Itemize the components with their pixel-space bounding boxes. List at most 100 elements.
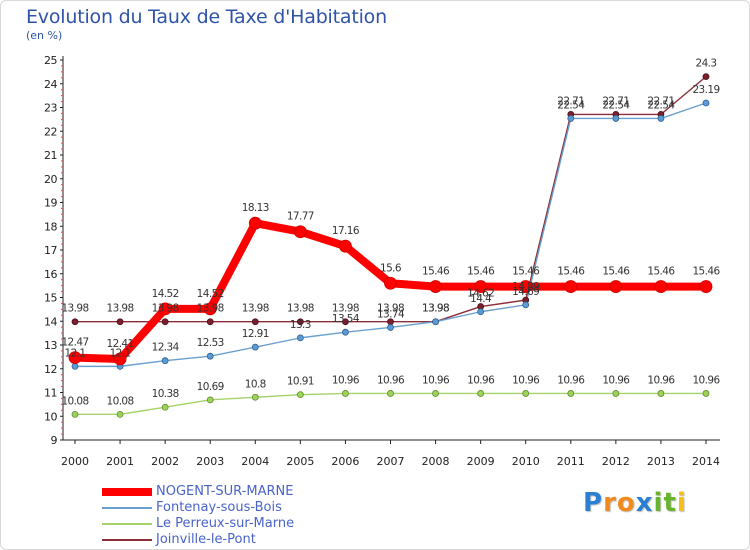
data-point xyxy=(702,73,710,81)
data-label: 15.46 xyxy=(602,266,630,278)
y-minor-tick xyxy=(61,142,63,144)
data-label: 10.08 xyxy=(61,395,88,407)
data-label: 10.38 xyxy=(152,388,179,400)
data-point xyxy=(612,390,620,397)
y-minor-tick xyxy=(61,374,63,376)
data-label: 15.46 xyxy=(557,266,585,278)
data-label: 10.96 xyxy=(332,374,360,386)
y-minor-tick xyxy=(61,207,63,209)
data-point xyxy=(203,302,217,316)
y-minor-tick xyxy=(61,237,63,239)
y-tick-label: 23 xyxy=(44,102,57,115)
data-label: 13.98 xyxy=(332,303,359,315)
y-minor-tick xyxy=(61,243,63,245)
data-label: 15.46 xyxy=(692,266,720,278)
data-label: 15.46 xyxy=(467,266,495,278)
x-tick-label: 2007 xyxy=(377,455,405,468)
data-label: 14.52 xyxy=(197,288,224,300)
data-label: 13.98 xyxy=(61,303,88,315)
data-point xyxy=(251,318,259,326)
y-minor-tick xyxy=(61,267,63,269)
x-tick-label: 2013 xyxy=(647,455,675,468)
data-label: 13.98 xyxy=(422,303,449,315)
y-minor-tick xyxy=(61,332,63,334)
data-point xyxy=(699,280,713,293)
y-tick-label: 15 xyxy=(44,292,57,305)
y-tick-label: 12 xyxy=(44,363,57,376)
data-label: 24.3 xyxy=(696,58,717,70)
data-label: 17.77 xyxy=(287,211,314,223)
data-label: 10.96 xyxy=(467,374,495,386)
data-point xyxy=(342,318,349,326)
chart-data-points xyxy=(68,73,713,418)
y-minor-tick xyxy=(61,314,63,316)
y-minor-tick xyxy=(61,231,63,233)
y-tick-label: 22 xyxy=(44,125,57,138)
data-label: 15.46 xyxy=(647,266,675,278)
data-point xyxy=(339,239,352,253)
y-tick-label: 24 xyxy=(44,78,57,91)
y-minor-tick xyxy=(61,172,63,174)
data-label: 12.1 xyxy=(110,347,131,359)
data-point xyxy=(702,390,710,397)
y-minor-tick xyxy=(61,196,63,198)
chart-title: Evolution du Taux de Taxe d'Habitation xyxy=(26,6,387,28)
data-label: 13.74 xyxy=(377,308,405,320)
data-label: 12.34 xyxy=(152,342,180,354)
data-point xyxy=(612,115,620,122)
y-tick-label: 17 xyxy=(44,244,57,257)
data-label: 22.71 xyxy=(647,95,674,107)
y-minor-tick xyxy=(61,160,63,162)
data-point xyxy=(429,280,442,293)
data-label: 13.98 xyxy=(152,303,179,315)
brand-letter: o xyxy=(616,488,636,518)
data-label: 14.4 xyxy=(470,293,492,305)
x-tick-label: 2008 xyxy=(422,455,450,468)
y-minor-tick xyxy=(61,166,63,168)
data-point xyxy=(161,318,169,326)
data-point xyxy=(384,276,397,290)
legend-swatch xyxy=(102,523,152,525)
y-minor-tick xyxy=(61,184,63,186)
y-minor-tick xyxy=(61,350,63,352)
data-label: 13.98 xyxy=(107,303,134,315)
y-tick-label: 20 xyxy=(44,173,57,186)
y-minor-tick xyxy=(61,397,63,399)
y-minor-tick xyxy=(61,427,63,429)
data-point xyxy=(71,362,79,370)
y-minor-tick xyxy=(61,421,63,423)
y-tick-label: 11 xyxy=(44,387,57,400)
data-point xyxy=(161,403,169,411)
brand-letter: i xyxy=(653,488,664,518)
data-label: 13.98 xyxy=(422,303,449,315)
y-tick-label: 25 xyxy=(44,54,57,67)
y-minor-tick xyxy=(61,302,63,304)
y-tick-label: 9 xyxy=(51,434,58,447)
y-minor-tick xyxy=(61,148,63,150)
data-point xyxy=(251,393,259,401)
x-tick-label: 2012 xyxy=(602,455,630,468)
brand-letter: i xyxy=(676,488,687,518)
data-point xyxy=(519,280,533,293)
legend-label: Joinville-le-Pont xyxy=(156,532,256,547)
chart-data-labels: 12.47 12.41 14.52 14.52 18.13 17.77 17.16 15.6 1… xyxy=(61,58,721,408)
data-label: 12.1 xyxy=(65,347,86,359)
data-label: 22.54 xyxy=(602,99,630,111)
y-tick-label: 21 xyxy=(44,149,57,162)
y-minor-tick xyxy=(61,71,63,73)
y-minor-tick xyxy=(61,380,63,382)
data-label: 22.54 xyxy=(557,99,585,111)
x-tick-label: 2009 xyxy=(467,455,495,468)
y-minor-tick xyxy=(61,124,63,126)
data-label: 13.54 xyxy=(332,313,360,325)
data-label: 22.71 xyxy=(602,95,629,107)
data-label: 13.3 xyxy=(290,319,311,331)
data-point xyxy=(702,99,710,107)
data-point xyxy=(296,318,304,326)
y-tick-label: 19 xyxy=(44,197,57,210)
y-minor-tick xyxy=(61,326,63,328)
data-label: 12.53 xyxy=(197,337,224,349)
data-point xyxy=(654,280,668,293)
y-minor-tick xyxy=(61,386,63,388)
